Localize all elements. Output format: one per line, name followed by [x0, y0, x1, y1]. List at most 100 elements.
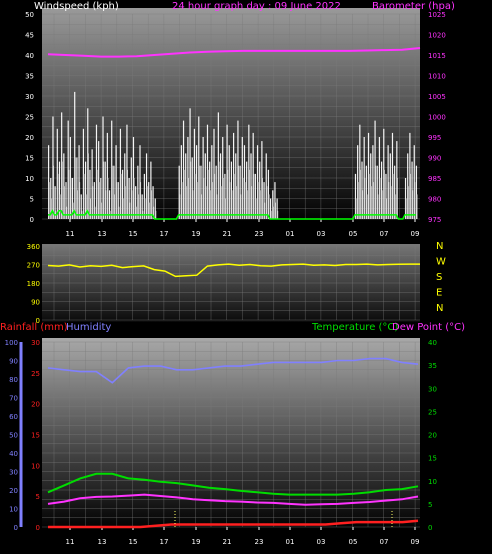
- wind-bar: [78, 182, 81, 219]
- wind-bar: [89, 198, 91, 219]
- humidity-tick-label: 40: [9, 450, 18, 458]
- temp-tick-label: 30: [428, 385, 437, 393]
- gust-bar: [376, 165, 378, 219]
- wind-bar: [233, 173, 235, 219]
- gust-bar: [122, 169, 124, 219]
- wind-bar: [396, 178, 398, 219]
- wind-bar: [202, 178, 205, 219]
- rain-tick-label: 25: [31, 370, 40, 378]
- wind-bar: [209, 190, 211, 219]
- wind-bar: [372, 182, 374, 219]
- wind-bar: [409, 173, 411, 219]
- temp-x-tick-label: 05: [349, 538, 358, 546]
- gust-bar: [178, 165, 180, 219]
- gust-bar: [274, 182, 276, 219]
- wind-bar: [196, 182, 198, 219]
- gust-bar: [394, 165, 396, 219]
- wind-bar: [52, 165, 54, 219]
- gust-bar: [152, 186, 154, 219]
- wind-tick-label: 50: [25, 11, 34, 19]
- wind-bar: [253, 173, 255, 219]
- wind-bar: [355, 198, 357, 219]
- baro-tick-label: 1025: [428, 11, 446, 19]
- wind-bar: [364, 178, 366, 219]
- wind-tick-label: 0: [30, 216, 34, 224]
- wind-x-tick-label: 19: [192, 230, 201, 238]
- wind-bar: [237, 165, 239, 219]
- wind-bar: [120, 173, 122, 219]
- wind-x-tick-label: 23: [255, 230, 264, 238]
- baro-tick-label: 985: [428, 175, 441, 183]
- wind-tick-label: 5: [30, 196, 34, 204]
- wind-bar: [246, 190, 248, 219]
- wind-bar: [387, 182, 390, 219]
- wind-bar: [87, 153, 89, 219]
- temp-tick-label: 5: [428, 501, 432, 509]
- temp-tick-label: 10: [428, 478, 437, 486]
- wind-bar: [379, 178, 381, 219]
- compass-label: N: [436, 241, 443, 252]
- wind-bar: [183, 169, 185, 219]
- wind-tick-label: 25: [25, 114, 34, 122]
- wind-bar: [144, 198, 146, 219]
- wind-bar: [207, 169, 209, 219]
- gust-bar: [135, 186, 137, 219]
- gust-bar: [93, 182, 95, 219]
- wind-bar: [216, 194, 218, 219]
- wind-average-line: [48, 209, 416, 220]
- wind-bar: [107, 178, 109, 219]
- wind-tick-label: 20: [25, 134, 34, 142]
- humidity-tick-label: 50: [9, 432, 18, 440]
- wind-bar: [187, 178, 189, 219]
- wind-bar: [405, 198, 407, 219]
- wind-bar: [155, 210, 157, 219]
- wind-bar: [61, 161, 63, 219]
- wind-bar: [385, 198, 387, 219]
- wind-bar: [394, 194, 396, 219]
- wind-bar: [181, 182, 183, 219]
- wind-bar: [85, 194, 87, 219]
- wind-bar: [131, 190, 133, 219]
- wind-bar: [76, 190, 78, 219]
- wind-bar: [270, 210, 272, 219]
- compass-label: S: [436, 272, 442, 283]
- wind-bar: [115, 182, 118, 219]
- wind-bar: [255, 198, 257, 219]
- wind-bar: [211, 182, 213, 219]
- wind-bar: [261, 178, 263, 219]
- wind-bar: [57, 173, 59, 219]
- wind-bar: [179, 194, 181, 219]
- gust-bar: [385, 173, 387, 219]
- gust-bar: [91, 149, 93, 219]
- gust-bar: [80, 194, 82, 219]
- wind-bar: [359, 169, 361, 219]
- dewpoint-line: [47, 493, 419, 506]
- rain-tick-label: 30: [31, 339, 40, 347]
- wind-bar: [257, 182, 259, 219]
- wind-bar: [137, 194, 139, 219]
- rainfall-line: [48, 519, 419, 529]
- temp-x-tick-label: 17: [160, 538, 169, 546]
- wind-bar: [111, 165, 113, 219]
- wind-bar: [48, 182, 50, 219]
- wind-bar: [146, 186, 148, 219]
- gust-bar: [224, 173, 226, 219]
- gust-bar: [54, 186, 56, 219]
- humidity-tick-label: 70: [9, 395, 18, 403]
- wind-tick-label: 35: [25, 73, 34, 81]
- humidity-tick-label: 30: [9, 469, 18, 477]
- gust-bar: [130, 157, 132, 219]
- wind-bar: [259, 190, 261, 219]
- gust-bar: [65, 182, 67, 219]
- wind-bar: [113, 194, 115, 219]
- gust-bar: [143, 173, 145, 219]
- wind-x-tick-label: 09: [411, 230, 420, 238]
- wind-bar: [416, 194, 418, 219]
- dir-tick-label: 270: [27, 262, 40, 270]
- wind-tick-label: 45: [25, 32, 34, 40]
- temp-x-tick-label: 07: [380, 538, 389, 546]
- temperature-panel: 0102030405060708090100051015202530051015…: [5, 339, 437, 546]
- wind-bar: [200, 194, 202, 219]
- gust-bar: [141, 194, 143, 219]
